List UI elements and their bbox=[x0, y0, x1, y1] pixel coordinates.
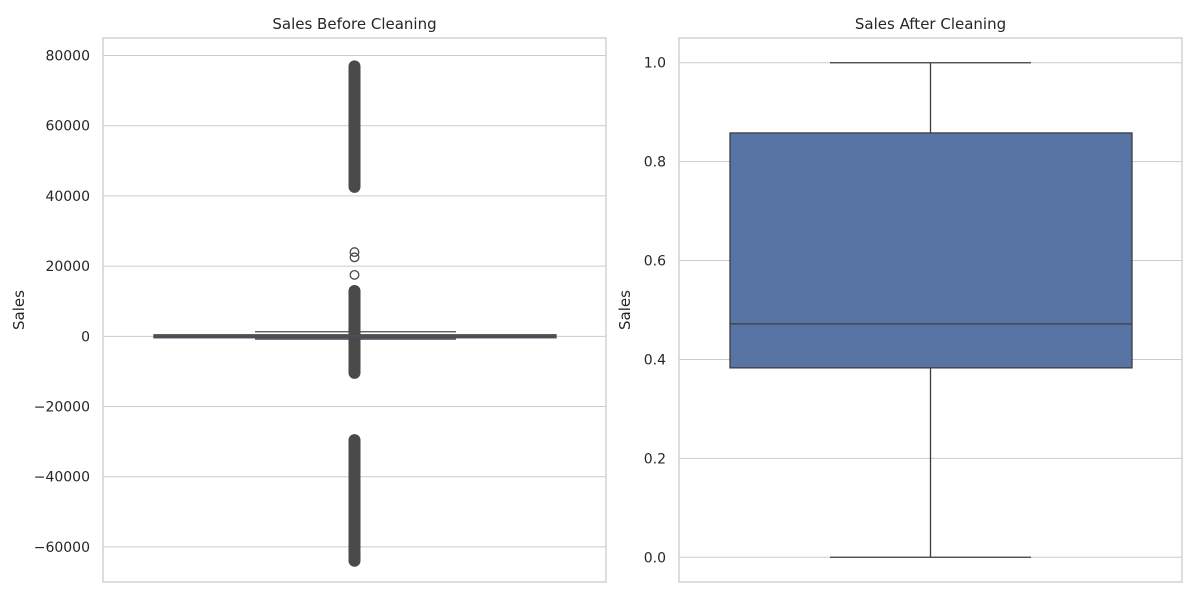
box bbox=[729, 132, 1133, 369]
chart-title-before: Sales Before Cleaning bbox=[272, 15, 436, 33]
y-tick-label: 0.4 bbox=[644, 352, 666, 368]
y-tick-label: 80000 bbox=[45, 49, 90, 65]
y-tick-label: −60000 bbox=[34, 540, 90, 556]
y-tick-label: 0.2 bbox=[644, 451, 666, 467]
plot-frame bbox=[102, 37, 607, 583]
subplot-before-cleaning: Sales Before Cleaning Sales −60000 −40000… bbox=[10, 15, 607, 583]
outlier-point bbox=[349, 269, 360, 280]
y-tick-label: 0 bbox=[81, 329, 90, 345]
y-tick-label: 60000 bbox=[45, 119, 90, 135]
y-tick-label: 0.8 bbox=[644, 155, 666, 171]
y-tick-label: 0.0 bbox=[644, 550, 666, 566]
y-tick-label: 40000 bbox=[45, 189, 90, 205]
outlier-band bbox=[348, 60, 361, 193]
subplot-after-cleaning: Sales After Cleaning Sales 0.0 0.2 0.4 0.6 0… bbox=[616, 15, 1183, 583]
outlier-point bbox=[349, 247, 360, 258]
outlier-point bbox=[349, 252, 360, 263]
outlier-band bbox=[348, 434, 361, 567]
chart-title-after: Sales After Cleaning bbox=[855, 15, 1006, 33]
y-tick-label: −20000 bbox=[34, 400, 90, 416]
y-tick-label: 20000 bbox=[45, 259, 90, 275]
y-axis-label-after: Sales bbox=[616, 290, 634, 330]
y-tick-label: 0.6 bbox=[644, 254, 666, 270]
y-tick-label: 1.0 bbox=[644, 56, 666, 72]
y-tick-label: −40000 bbox=[34, 470, 90, 486]
plot-frame bbox=[678, 37, 1183, 583]
y-axis-label-before: Sales bbox=[10, 290, 28, 330]
